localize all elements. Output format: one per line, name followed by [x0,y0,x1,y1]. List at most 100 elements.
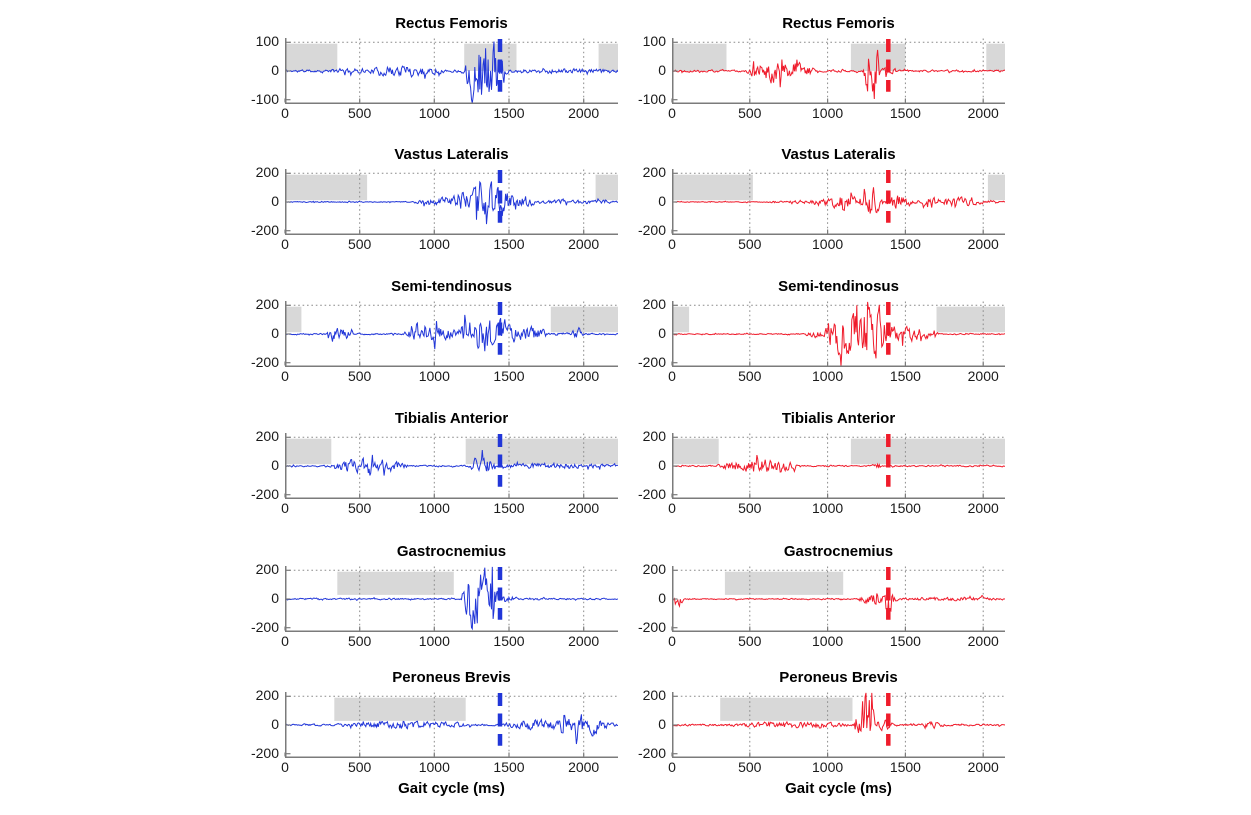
x-tick-label: 1000 [418,105,450,121]
shade-region [337,571,454,595]
x-tick-label: 0 [281,759,289,775]
x-tick-label: 0 [281,633,289,649]
emg-plot-right-peroneus-brevis [671,692,1005,758]
emg-plot-right-vastus-lateralis [671,169,1005,235]
y-tick-label: 200 [255,561,279,578]
y-tick-label: 0 [271,457,279,473]
shade-region [672,43,727,71]
x-tick-label: 1000 [418,759,450,775]
emg-plot-left-peroneus-brevis [284,692,618,758]
y-tick-label: 200 [642,561,666,578]
x-tick-label: 1000 [812,105,844,121]
y-tick-label: 200 [642,428,666,445]
x-tick-label: 1000 [812,236,844,252]
y-tick-label: -200 [250,744,279,761]
shade-region [598,43,618,71]
x-tick-label: 0 [281,500,289,516]
emg-trace [672,692,1005,733]
x-tick-label: 1500 [889,105,921,121]
y-tick-label: 200 [255,164,279,181]
x-tick-label: 1000 [812,759,844,775]
x-tick-label: 1500 [889,368,921,384]
y-tick-label: 0 [658,62,666,78]
y-tick-label: 0 [658,457,666,473]
emg-plot-left-rectus-femoris [284,38,618,104]
shade-region [936,306,1005,333]
subplot-title: Peroneus Brevis [779,669,898,686]
x-tick-label: 1500 [493,368,525,384]
subplot-title: Rectus Femoris [395,15,508,32]
emg-trace [672,301,1005,367]
x-axis-label: Gait cycle (ms) [785,780,892,797]
emg-plot-right-semi-tendinosus [671,301,1005,367]
x-tick-label: 2000 [967,500,999,516]
x-tick-label: 2000 [568,236,600,252]
shade-region [285,438,332,465]
emg-plot-left-vastus-lateralis [284,169,618,235]
x-tick-label: 0 [281,236,289,252]
x-tick-label: 2000 [568,105,600,121]
subplot-title: Tibialis Anterior [781,410,896,427]
y-tick-label: -200 [637,221,666,238]
x-tick-label: 1000 [418,633,450,649]
subplot-title: Vastus Lateralis [781,146,896,163]
shade-region [672,174,753,201]
x-tick-label: 1500 [889,236,921,252]
emg-trace [285,180,618,225]
y-tick-label: -200 [250,221,279,238]
y-tick-label: 200 [642,687,666,704]
emg-plot-left-gastrocnemius [284,566,618,632]
x-tick-label: 1500 [493,759,525,775]
y-tick-label: -200 [250,485,279,502]
y-tick-label: 100 [255,33,279,50]
x-tick-label: 1000 [418,500,450,516]
x-tick-label: 2000 [568,633,600,649]
x-tick-label: 500 [347,368,372,384]
x-tick-label: 500 [347,105,372,121]
x-tick-label: 500 [347,236,372,252]
y-tick-label: -200 [637,485,666,502]
x-tick-label: 2000 [967,105,999,121]
x-tick-label: 1500 [493,236,525,252]
emg-plot-right-tibialis-anterior [671,433,1005,499]
y-tick-label: 0 [658,590,666,606]
emg-plot-right-rectus-femoris [671,38,1005,104]
shade-region [334,697,466,721]
x-tick-label: 1500 [889,633,921,649]
y-tick-label: 0 [658,193,666,209]
x-tick-label: 500 [738,500,762,516]
x-tick-label: 1500 [493,105,525,121]
x-tick-label: 0 [281,105,289,121]
x-tick-label: 1500 [493,633,525,649]
x-tick-label: 0 [668,236,676,252]
subplot-title: Semi-tendinosus [778,278,899,295]
shade-region [285,306,302,333]
x-tick-label: 0 [668,105,676,121]
shade-region [672,306,690,333]
x-tick-label: 2000 [967,759,999,775]
y-tick-label: 0 [271,193,279,209]
x-tick-label: 1000 [812,633,844,649]
x-tick-label: 2000 [967,236,999,252]
x-tick-label: 500 [738,759,762,775]
emg-plot-left-tibialis-anterior [284,433,618,499]
x-tick-label: 1000 [812,500,844,516]
y-tick-label: 0 [658,716,666,732]
shade-region [285,174,368,201]
y-tick-label: -200 [637,744,666,761]
subplot-title: Rectus Femoris [782,15,895,32]
emg-trace [285,314,618,352]
emg-plot-left-semi-tendinosus [284,301,618,367]
x-tick-label: 2000 [967,368,999,384]
subplot-title: Gastrocnemius [783,543,894,560]
x-tick-label: 1000 [418,368,450,384]
y-tick-label: -100 [250,90,279,107]
emg-trace [672,49,1005,100]
x-tick-label: 500 [738,236,762,252]
x-tick-label: 500 [738,105,762,121]
x-tick-label: 0 [668,633,676,649]
emg-trace [285,566,618,631]
x-tick-label: 500 [347,633,372,649]
x-tick-label: 2000 [568,500,600,516]
